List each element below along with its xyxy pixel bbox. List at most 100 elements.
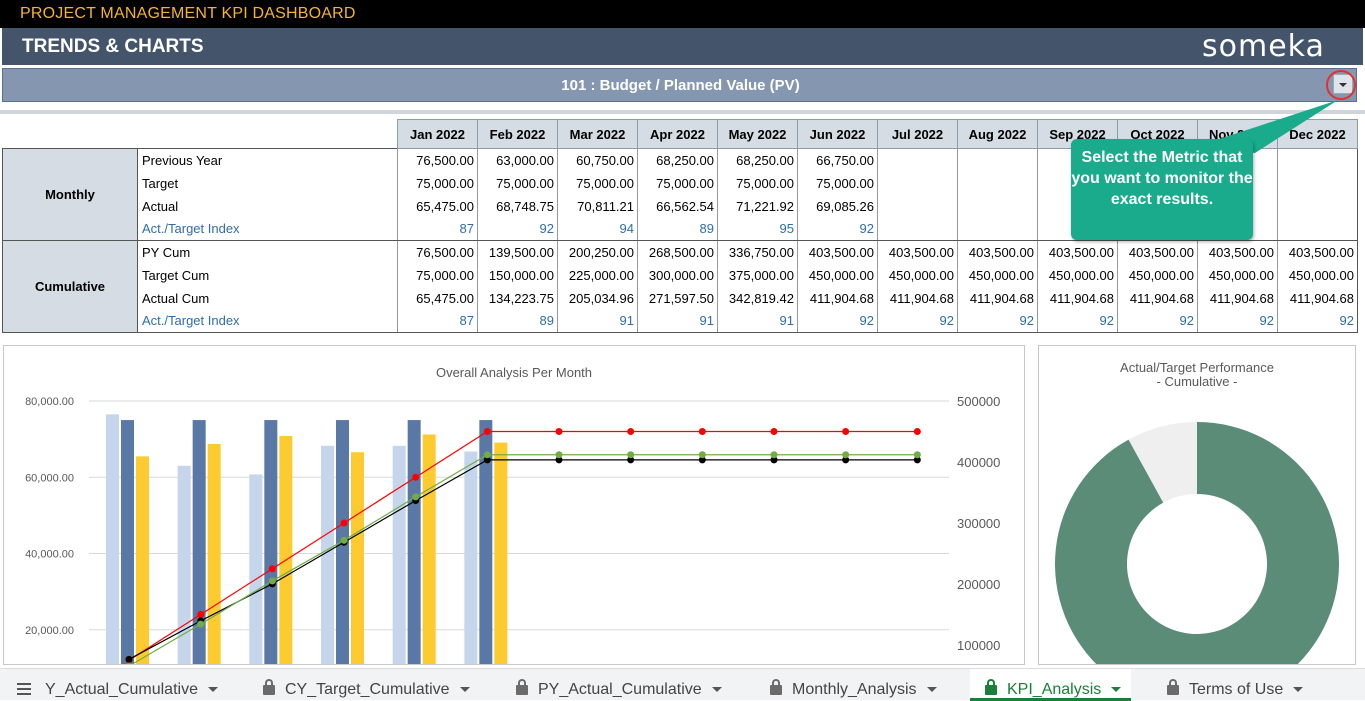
lock-icon: [770, 679, 782, 695]
y-right-tick-label: 400000: [957, 455, 1000, 470]
lock-icon: [985, 679, 997, 695]
series-point: [483, 451, 491, 459]
table-cell: 403,500.00: [1037, 240, 1118, 264]
series-point: [197, 620, 205, 628]
table-cell: 150,000.00: [477, 263, 558, 287]
table-cell: 403,500.00: [797, 240, 878, 264]
table-cell: 411,904.68: [797, 286, 878, 310]
sheet-tab[interactable]: Y_Actual_Cumulative: [45, 669, 228, 701]
chart-bar: [336, 420, 349, 701]
table-cell: 450,000.00: [877, 263, 958, 287]
table-cell: 71,221.92: [717, 194, 798, 218]
table-cell: [957, 194, 1038, 218]
chart-bar: [192, 420, 206, 701]
table-cell: 92: [1117, 309, 1198, 333]
table-cell: 91: [557, 309, 638, 333]
table-cell: 92: [1037, 309, 1118, 333]
table-cell: [957, 148, 1038, 172]
table-cell: 87: [397, 309, 478, 333]
y-left-tick-label: 60,000.00: [25, 472, 74, 484]
table-cell: 403,500.00: [1277, 240, 1358, 264]
chart-bar: [464, 451, 478, 701]
chart-bar: [494, 442, 508, 701]
row-label: Act./Target Index: [137, 217, 398, 241]
month-header: Jul 2022: [877, 119, 958, 149]
y-left-tick-label: 80,000.00: [25, 396, 74, 408]
table-cell: 70,811.21: [557, 194, 638, 218]
tab-chevron-down-icon[interactable]: [1111, 687, 1122, 693]
table-cell: [877, 148, 958, 172]
sheet-tab-label: Monthly_Analysis: [792, 681, 917, 698]
sheet-tab-label: PY_Actual_Cumulative: [538, 681, 702, 698]
sheet-tab[interactable]: KPI_Analysis: [970, 669, 1132, 701]
sheet-tab[interactable]: PY_Actual_Cumulative: [498, 669, 732, 701]
metric-selector-value: 101 : Budget / Planned Value (PV): [561, 77, 800, 94]
series-point: [412, 493, 420, 501]
chart-bar: [121, 420, 134, 701]
sheet-tab[interactable]: CY_Target_Cumulative: [245, 669, 480, 701]
someka-logo: someka: [1202, 29, 1325, 64]
table-cell: 411,904.68: [1037, 286, 1118, 310]
series-point: [268, 565, 276, 573]
month-header: Jun 2022: [797, 119, 878, 149]
table-cell: [1277, 171, 1358, 195]
series-point: [268, 577, 276, 585]
table-cell: 403,500.00: [877, 240, 958, 264]
lock-icon: [263, 679, 275, 695]
app-title: PROJECT MANAGEMENT KPI DASHBOARD: [20, 5, 356, 22]
chart-bar: [249, 474, 263, 701]
chart-bar: [177, 465, 191, 701]
table-cell: 68,250.00: [637, 148, 718, 172]
chart-bar: [207, 443, 221, 701]
month-header: May 2022: [717, 119, 798, 149]
table-cell: [957, 171, 1038, 195]
row-label: Target: [137, 171, 398, 195]
donut-title: Actual/Target Performance: [1120, 360, 1274, 375]
table-cell: 76,500.00: [397, 240, 478, 264]
series-point: [125, 655, 133, 663]
table-cell: 68,748.75: [477, 194, 558, 218]
tab-chevron-down-icon[interactable]: [711, 687, 722, 693]
table-cell: 375,000.00: [717, 263, 798, 287]
sheet-tab-label: CY_Target_Cumulative: [285, 681, 450, 698]
table-cell: 450,000.00: [1037, 263, 1118, 287]
row-label: Previous Year: [137, 148, 398, 172]
y-right-tick-label: 100000: [957, 638, 1000, 653]
table-cell: [1277, 148, 1358, 172]
all-sheets-menu-icon[interactable]: [17, 683, 31, 695]
table-cell: 450,000.00: [1197, 263, 1278, 287]
y-right-tick-label: 200000: [957, 577, 1000, 592]
series-point: [913, 451, 921, 459]
table-cell: 411,904.68: [1117, 286, 1198, 310]
tab-chevron-down-icon[interactable]: [926, 687, 937, 693]
table-cell: 450,000.00: [1277, 263, 1358, 287]
table-cell: [877, 171, 958, 195]
chart-title: Overall Analysis Per Month: [436, 365, 592, 380]
chart-bar: [407, 420, 421, 701]
series-point: [842, 456, 850, 464]
donut-slice: [1055, 422, 1339, 701]
chart-bar: [422, 434, 436, 701]
table-cell: 300,000.00: [637, 263, 718, 287]
series-point: [483, 428, 491, 435]
row-label: PY Cum: [137, 240, 398, 264]
table-cell: 75,000.00: [397, 263, 478, 287]
sheet-tab[interactable]: Monthly_Analysis: [752, 669, 947, 701]
tab-chevron-down-icon[interactable]: [1293, 687, 1304, 693]
y-left-tick-label: 40,000.00: [25, 549, 74, 561]
table-cell: 89: [477, 309, 558, 333]
tab-chevron-down-icon[interactable]: [207, 687, 218, 693]
metric-selector[interactable]: 101 : Budget / Planned Value (PV): [2, 68, 1357, 102]
tab-chevron-down-icon[interactable]: [459, 687, 470, 693]
table-cell: 91: [637, 309, 718, 333]
table-cell: 450,000.00: [797, 263, 878, 287]
table-cell: 75,000.00: [637, 171, 718, 195]
chart-bar: [264, 420, 278, 701]
series-point: [627, 451, 635, 459]
table-cell: 225,000.00: [557, 263, 638, 287]
series-point: [627, 456, 635, 464]
table-cell: 68,250.00: [717, 148, 798, 172]
y-right-tick-label: 500000: [957, 394, 1000, 409]
sheet-tab[interactable]: Terms of Use: [1152, 669, 1313, 701]
series-point: [340, 536, 348, 544]
